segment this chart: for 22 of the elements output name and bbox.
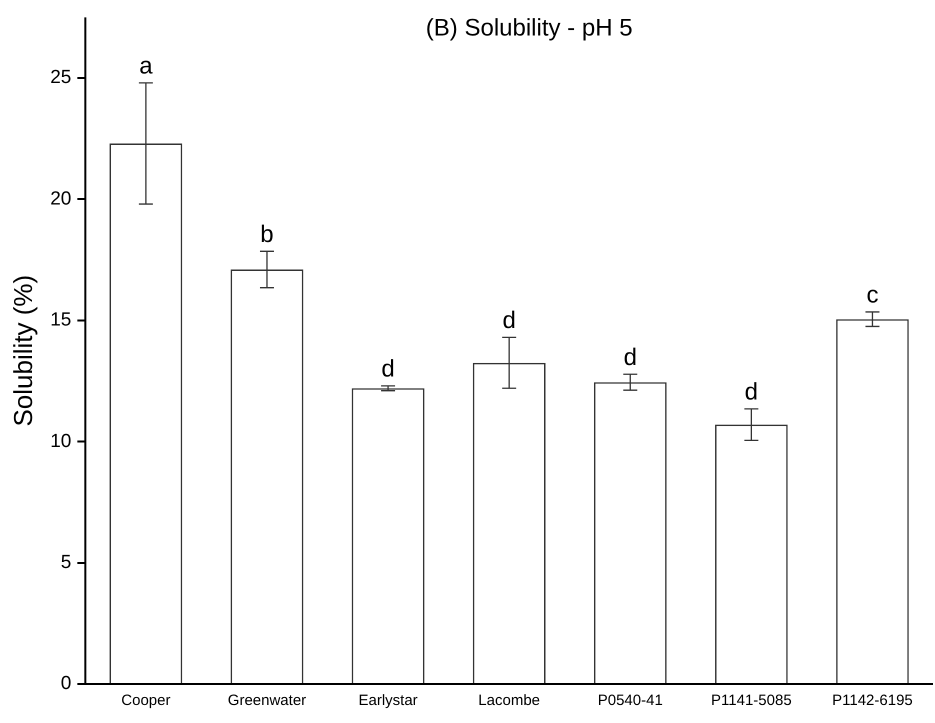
x-tick-label: Earlystar [358, 692, 418, 710]
y-tick-label: 20 [50, 188, 72, 210]
y-axis-title: Solubility (%) [8, 274, 38, 427]
annotation: a [139, 52, 154, 80]
x-tick-label: P1142-6195 [832, 692, 913, 710]
annotation: d [381, 355, 395, 382]
annotation: d [624, 344, 637, 371]
x-tick-label: Greenwater [228, 692, 306, 710]
y-tick-label: 5 [60, 552, 72, 574]
annotation: d [744, 378, 758, 406]
y-tick-label: 15 [50, 310, 72, 331]
x-tick-label: Lacombe [478, 692, 540, 710]
y-tick-label: 10 [50, 430, 72, 452]
annotation: b [260, 220, 274, 248]
x-tick-label: Cooper [121, 692, 170, 710]
y-tick-label: 25 [50, 67, 72, 88]
chart-title: (B) Solubility - pH 5 [426, 14, 633, 42]
x-tick-label: P1141-5085 [711, 692, 792, 710]
annotation: d [502, 306, 516, 334]
y-tick-label: 0 [60, 673, 72, 694]
annotation: c [866, 282, 878, 309]
x-tick-label: P0540-41 [598, 692, 663, 710]
